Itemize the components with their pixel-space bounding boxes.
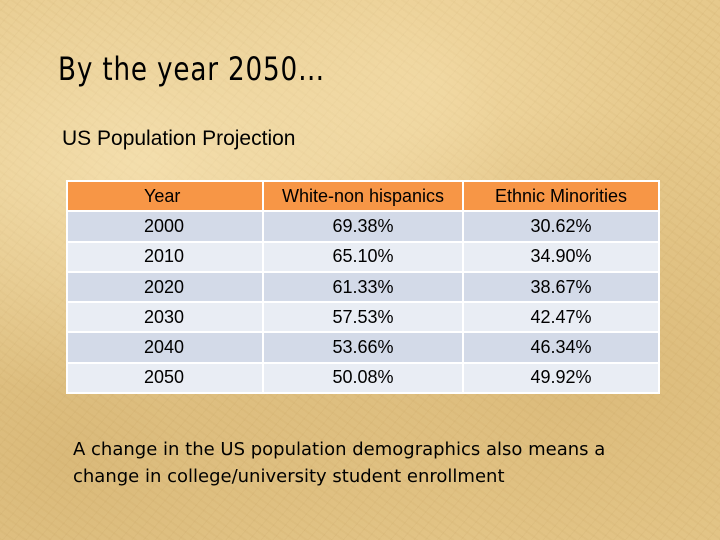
cell-ethnic-minorities: 38.67% xyxy=(462,270,660,304)
cell-white-non-hispanics: 53.66% xyxy=(262,331,464,364)
column-header-year: Year xyxy=(66,179,264,213)
table-row: 2040 53.66% 46.34% xyxy=(66,331,660,364)
population-projection-table: Year White-non hispanics Ethnic Minoriti… xyxy=(66,179,660,395)
table-row: 2010 65.10% 34.90% xyxy=(66,240,660,273)
cell-year: 2030 xyxy=(66,301,264,334)
cell-ethnic-minorities: 42.47% xyxy=(462,301,660,334)
cell-white-non-hispanics: 69.38% xyxy=(262,210,464,243)
table-row: 2030 57.53% 42.47% xyxy=(66,301,660,334)
slide-subtitle: US Population Projection xyxy=(62,127,296,150)
enrollment-note: A change in the US population demographi… xyxy=(73,439,606,487)
cell-ethnic-minorities: 49.92% xyxy=(462,361,660,395)
column-header-white-non-hispanics: White-non hispanics xyxy=(262,179,464,213)
cell-year: 2020 xyxy=(66,270,264,304)
slide-title: By the year 2050… xyxy=(58,50,326,88)
cell-white-non-hispanics: 65.10% xyxy=(262,240,464,273)
table-row: 2020 61.33% 38.67% xyxy=(66,270,660,304)
table-row: 2050 50.08% 49.92% xyxy=(66,361,660,395)
table-header-row: Year White-non hispanics Ethnic Minoriti… xyxy=(66,179,660,213)
table-row: 2000 69.38% 30.62% xyxy=(66,210,660,243)
cell-white-non-hispanics: 50.08% xyxy=(262,361,464,395)
cell-ethnic-minorities: 34.90% xyxy=(462,240,660,273)
cell-year: 2050 xyxy=(66,361,264,395)
column-header-ethnic-minorities: Ethnic Minorities xyxy=(462,179,660,213)
cell-year: 2010 xyxy=(66,240,264,273)
cell-ethnic-minorities: 30.62% xyxy=(462,210,660,243)
cell-white-non-hispanics: 61.33% xyxy=(262,270,464,304)
cell-ethnic-minorities: 46.34% xyxy=(462,331,660,364)
cell-year: 2000 xyxy=(66,210,264,243)
cell-white-non-hispanics: 57.53% xyxy=(262,301,464,334)
cell-year: 2040 xyxy=(66,331,264,364)
